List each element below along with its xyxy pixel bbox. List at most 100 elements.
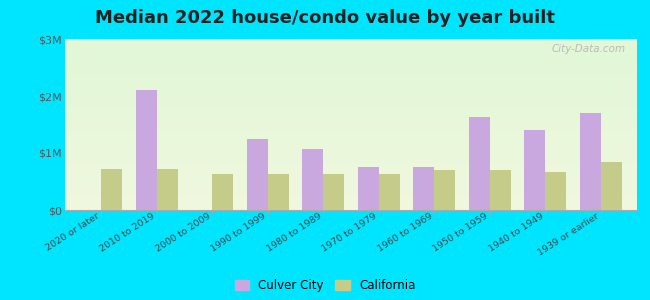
- Bar: [469, 117, 490, 210]
- Bar: [65, 79, 637, 80]
- Bar: [65, 109, 637, 110]
- Bar: [65, 97, 637, 98]
- Bar: [65, 203, 637, 204]
- Bar: [65, 127, 637, 128]
- Bar: [65, 156, 637, 157]
- Bar: [65, 100, 637, 101]
- Bar: [65, 145, 637, 146]
- Bar: [65, 90, 637, 91]
- Bar: [65, 142, 637, 143]
- Bar: [358, 167, 379, 210]
- Text: 1950 to 1959: 1950 to 1959: [432, 212, 490, 254]
- Bar: [65, 62, 637, 63]
- Bar: [545, 172, 566, 210]
- Bar: [65, 112, 637, 113]
- Bar: [65, 89, 637, 90]
- Bar: [65, 194, 637, 195]
- Bar: [65, 99, 637, 100]
- Text: 2020 or later: 2020 or later: [44, 212, 101, 253]
- Bar: [65, 181, 637, 182]
- Bar: [65, 140, 637, 141]
- Bar: [65, 190, 637, 191]
- Bar: [65, 44, 637, 45]
- Bar: [65, 131, 637, 132]
- Bar: [65, 59, 637, 60]
- Bar: [65, 179, 637, 180]
- Bar: [65, 164, 637, 165]
- Bar: [65, 162, 637, 163]
- Bar: [65, 49, 637, 50]
- Bar: [323, 174, 345, 210]
- Bar: [65, 84, 637, 85]
- Bar: [65, 55, 637, 56]
- Bar: [65, 96, 637, 97]
- Bar: [434, 170, 456, 210]
- Bar: [65, 149, 637, 150]
- Bar: [65, 42, 637, 43]
- Bar: [65, 195, 637, 196]
- Bar: [65, 50, 637, 51]
- Bar: [65, 47, 637, 48]
- Bar: [65, 201, 637, 202]
- Bar: [65, 119, 637, 120]
- Bar: [65, 189, 637, 190]
- Bar: [65, 91, 637, 92]
- Legend: Culver City, California: Culver City, California: [232, 276, 418, 294]
- Text: 1960 to 1969: 1960 to 1969: [376, 212, 434, 254]
- Bar: [65, 146, 637, 147]
- Text: 1980 to 1989: 1980 to 1989: [265, 212, 323, 254]
- Bar: [65, 129, 637, 130]
- Bar: [65, 85, 637, 86]
- Bar: [65, 182, 637, 183]
- Bar: [65, 57, 637, 58]
- Bar: [65, 83, 637, 84]
- Bar: [65, 102, 637, 103]
- Bar: [65, 122, 637, 123]
- Bar: [65, 74, 637, 75]
- Bar: [65, 207, 637, 208]
- Bar: [65, 135, 637, 136]
- Bar: [65, 173, 637, 174]
- Bar: [65, 205, 637, 206]
- Bar: [65, 126, 637, 127]
- Bar: [65, 152, 637, 153]
- Bar: [65, 41, 637, 42]
- Bar: [65, 53, 637, 54]
- Bar: [65, 128, 637, 129]
- Bar: [65, 116, 637, 117]
- Bar: [65, 136, 637, 137]
- Bar: [65, 98, 637, 99]
- Bar: [65, 160, 637, 161]
- Bar: [65, 157, 637, 158]
- Bar: [65, 141, 637, 142]
- Bar: [302, 149, 323, 210]
- Bar: [65, 86, 637, 87]
- Bar: [65, 72, 637, 73]
- Bar: [65, 76, 637, 77]
- Bar: [65, 168, 637, 169]
- Text: 2000 to 2009: 2000 to 2009: [154, 212, 212, 254]
- Bar: [65, 118, 637, 119]
- Bar: [65, 138, 637, 139]
- Bar: [65, 161, 637, 162]
- Bar: [65, 115, 637, 116]
- Bar: [65, 103, 637, 104]
- Bar: [65, 63, 637, 64]
- Bar: [65, 120, 637, 121]
- Bar: [65, 165, 637, 166]
- Bar: [65, 154, 637, 155]
- Bar: [65, 184, 637, 185]
- Bar: [65, 65, 637, 66]
- Bar: [65, 178, 637, 179]
- Bar: [65, 124, 637, 125]
- Bar: [65, 82, 637, 83]
- Text: Median 2022 house/condo value by year built: Median 2022 house/condo value by year bu…: [95, 9, 555, 27]
- Bar: [65, 75, 637, 76]
- Text: 2010 to 2019: 2010 to 2019: [98, 212, 157, 254]
- Bar: [65, 60, 637, 61]
- Bar: [65, 77, 637, 78]
- Bar: [65, 191, 637, 192]
- Bar: [65, 200, 637, 201]
- Bar: [65, 132, 637, 133]
- Bar: [101, 169, 122, 210]
